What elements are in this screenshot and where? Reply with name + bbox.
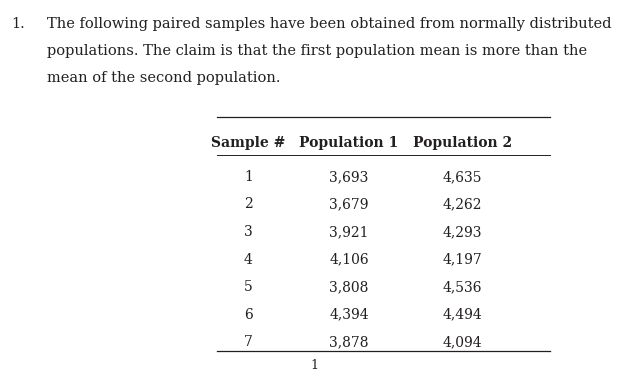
Text: 3: 3 xyxy=(244,225,253,239)
Text: populations. The claim is that the first population mean is more than the: populations. The claim is that the first… xyxy=(47,44,587,58)
Text: 4,293: 4,293 xyxy=(443,225,482,239)
Text: 4: 4 xyxy=(244,253,253,267)
Text: 2: 2 xyxy=(244,197,253,212)
Text: 4,262: 4,262 xyxy=(443,197,482,212)
Text: 3,679: 3,679 xyxy=(330,197,369,212)
Text: 4,536: 4,536 xyxy=(443,280,482,294)
Text: 4,094: 4,094 xyxy=(443,335,482,349)
Text: 6: 6 xyxy=(244,308,253,322)
Text: 4,635: 4,635 xyxy=(443,170,482,184)
Text: 1: 1 xyxy=(244,170,253,184)
Text: 5: 5 xyxy=(244,280,253,294)
Text: Population 1: Population 1 xyxy=(299,136,399,150)
Text: Population 2: Population 2 xyxy=(413,136,512,150)
Text: 3,808: 3,808 xyxy=(330,280,369,294)
Text: 4,106: 4,106 xyxy=(330,253,369,267)
Text: 4,197: 4,197 xyxy=(442,253,482,267)
Text: mean of the second population.: mean of the second population. xyxy=(47,71,281,85)
Text: Sample #: Sample # xyxy=(211,136,286,150)
Text: 1: 1 xyxy=(311,359,318,372)
Text: 3,921: 3,921 xyxy=(330,225,369,239)
Text: 4,494: 4,494 xyxy=(442,308,482,322)
Text: The following paired samples have been obtained from normally distributed: The following paired samples have been o… xyxy=(47,17,611,31)
Text: 4,394: 4,394 xyxy=(330,308,369,322)
Text: 3,878: 3,878 xyxy=(330,335,369,349)
Text: 3,693: 3,693 xyxy=(330,170,369,184)
Text: 1.: 1. xyxy=(11,17,25,31)
Text: 7: 7 xyxy=(244,335,253,349)
